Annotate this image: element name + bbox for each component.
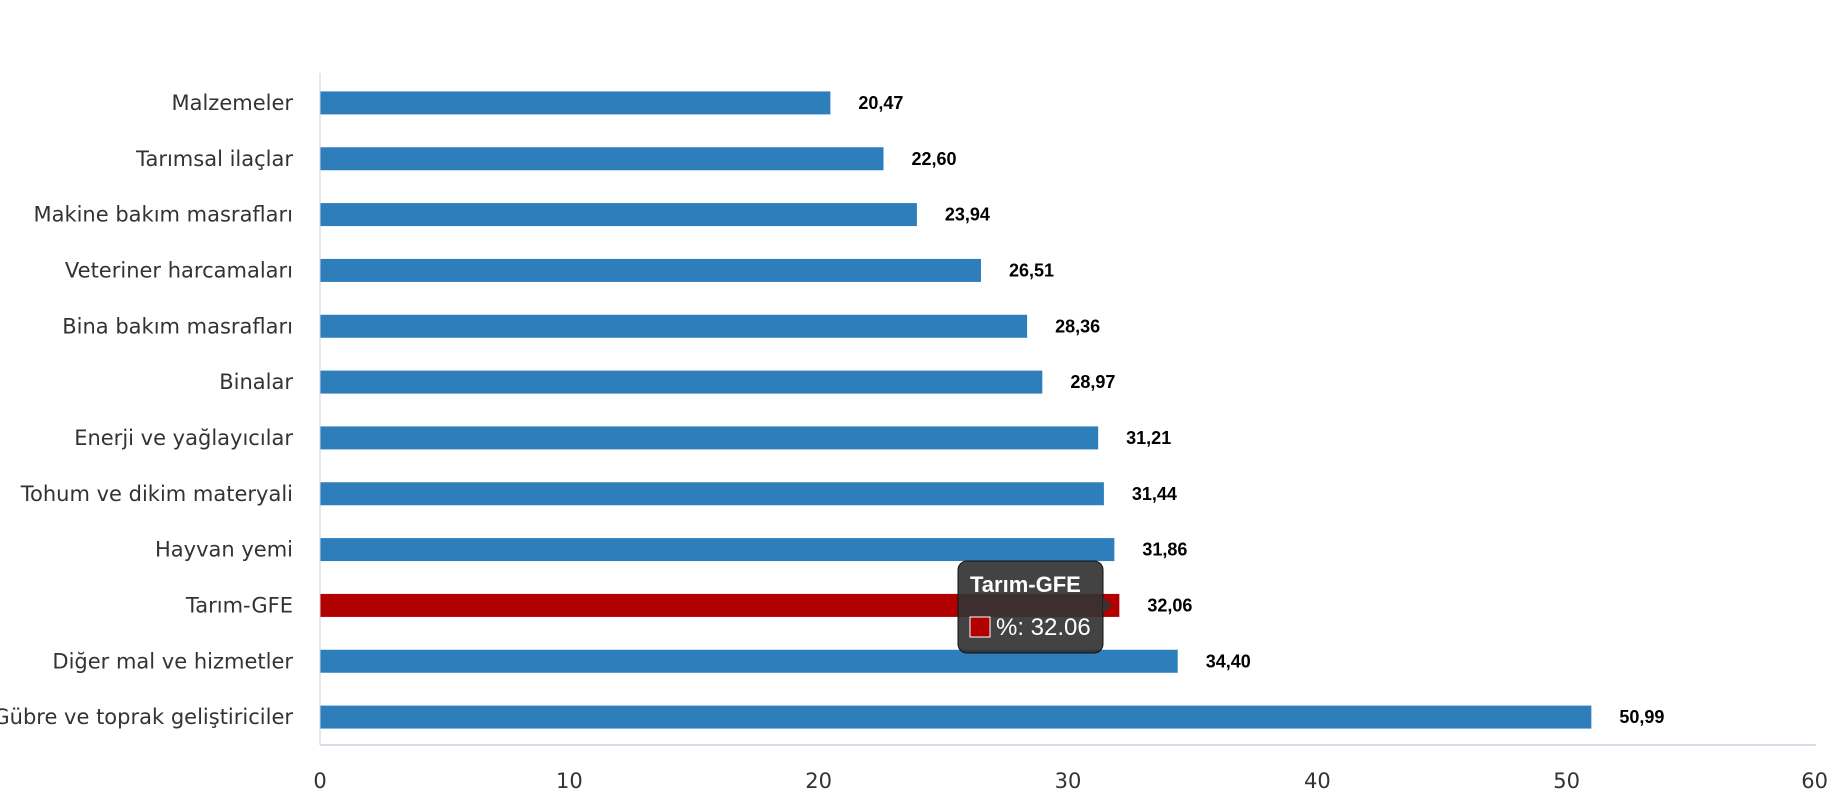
x-tick-label: 60 xyxy=(1801,769,1828,793)
value-label: 28,97 xyxy=(1070,372,1115,392)
x-tick-label: 30 xyxy=(1055,769,1082,793)
bar-di-er-mal-ve-hizmetler[interactable] xyxy=(320,649,1178,673)
value-label: 26,51 xyxy=(1009,260,1054,280)
category-label: Veteriner harcamaları xyxy=(65,258,293,282)
category-label: Enerji ve yağlayıcılar xyxy=(74,426,293,450)
x-tick-label: 0 xyxy=(313,769,326,793)
bar-tar-m-gfe[interactable] xyxy=(320,593,1120,617)
x-tick-label: 10 xyxy=(556,769,583,793)
x-tick-label: 20 xyxy=(805,769,832,793)
bar-enerji-ve-ya-lay-c-lar[interactable] xyxy=(320,426,1099,450)
bar-g-bre-ve-toprak-geli-tiriciler[interactable] xyxy=(320,705,1592,729)
bar-veteriner-harcamalar[interactable] xyxy=(320,258,981,282)
tooltip: Tarım-GFE %: 32.06 xyxy=(957,560,1112,654)
value-label: 23,94 xyxy=(945,205,990,225)
x-tick-label: 40 xyxy=(1304,769,1331,793)
category-label: Hayvan yemi xyxy=(155,538,293,562)
bar-tohum-ve-dikim-materyali[interactable] xyxy=(320,482,1104,506)
category-label: Diğer mal ve hizmetler xyxy=(52,649,293,673)
value-label: 50,99 xyxy=(1619,707,1664,727)
tooltip-title: Tarım-GFE xyxy=(970,572,1081,597)
value-label: 20,47 xyxy=(858,93,903,113)
value-label: 31,44 xyxy=(1132,484,1177,504)
category-label: Malzemeler xyxy=(171,91,293,115)
category-label: Bina bakım masrafları xyxy=(62,314,293,338)
bar-bina-bak-m-masraflar[interactable] xyxy=(320,314,1028,338)
bar-hayvan-yemi[interactable] xyxy=(320,538,1115,562)
bar-makine-bak-m-masraflar[interactable] xyxy=(320,203,917,227)
value-label: 34,40 xyxy=(1206,651,1251,671)
bar-malzemeler[interactable] xyxy=(320,91,831,115)
category-label: Tohum ve dikim materyali xyxy=(20,482,293,506)
value-label: 28,36 xyxy=(1055,316,1100,336)
category-label: Makine bakım masrafları xyxy=(33,203,293,227)
value-label: 32,06 xyxy=(1147,595,1192,615)
value-label: 22,60 xyxy=(911,149,956,169)
bar-binalar[interactable] xyxy=(320,370,1043,394)
category-label: Tarım-GFE xyxy=(185,593,293,617)
value-label: 31,21 xyxy=(1126,428,1171,448)
x-tick-label: 50 xyxy=(1553,769,1580,793)
category-label: Tarımsal ilaçlar xyxy=(135,147,293,171)
category-label: Gübre ve toprak geliştiriciler xyxy=(0,705,293,729)
tooltip-pointer xyxy=(1103,597,1112,614)
category-label: Binalar xyxy=(219,370,293,394)
tooltip-swatch xyxy=(969,616,991,638)
value-label: 31,86 xyxy=(1142,540,1187,560)
tooltip-value: %: 32.06 xyxy=(996,614,1091,641)
bar-tar-msal-ila-lar[interactable] xyxy=(320,147,884,171)
